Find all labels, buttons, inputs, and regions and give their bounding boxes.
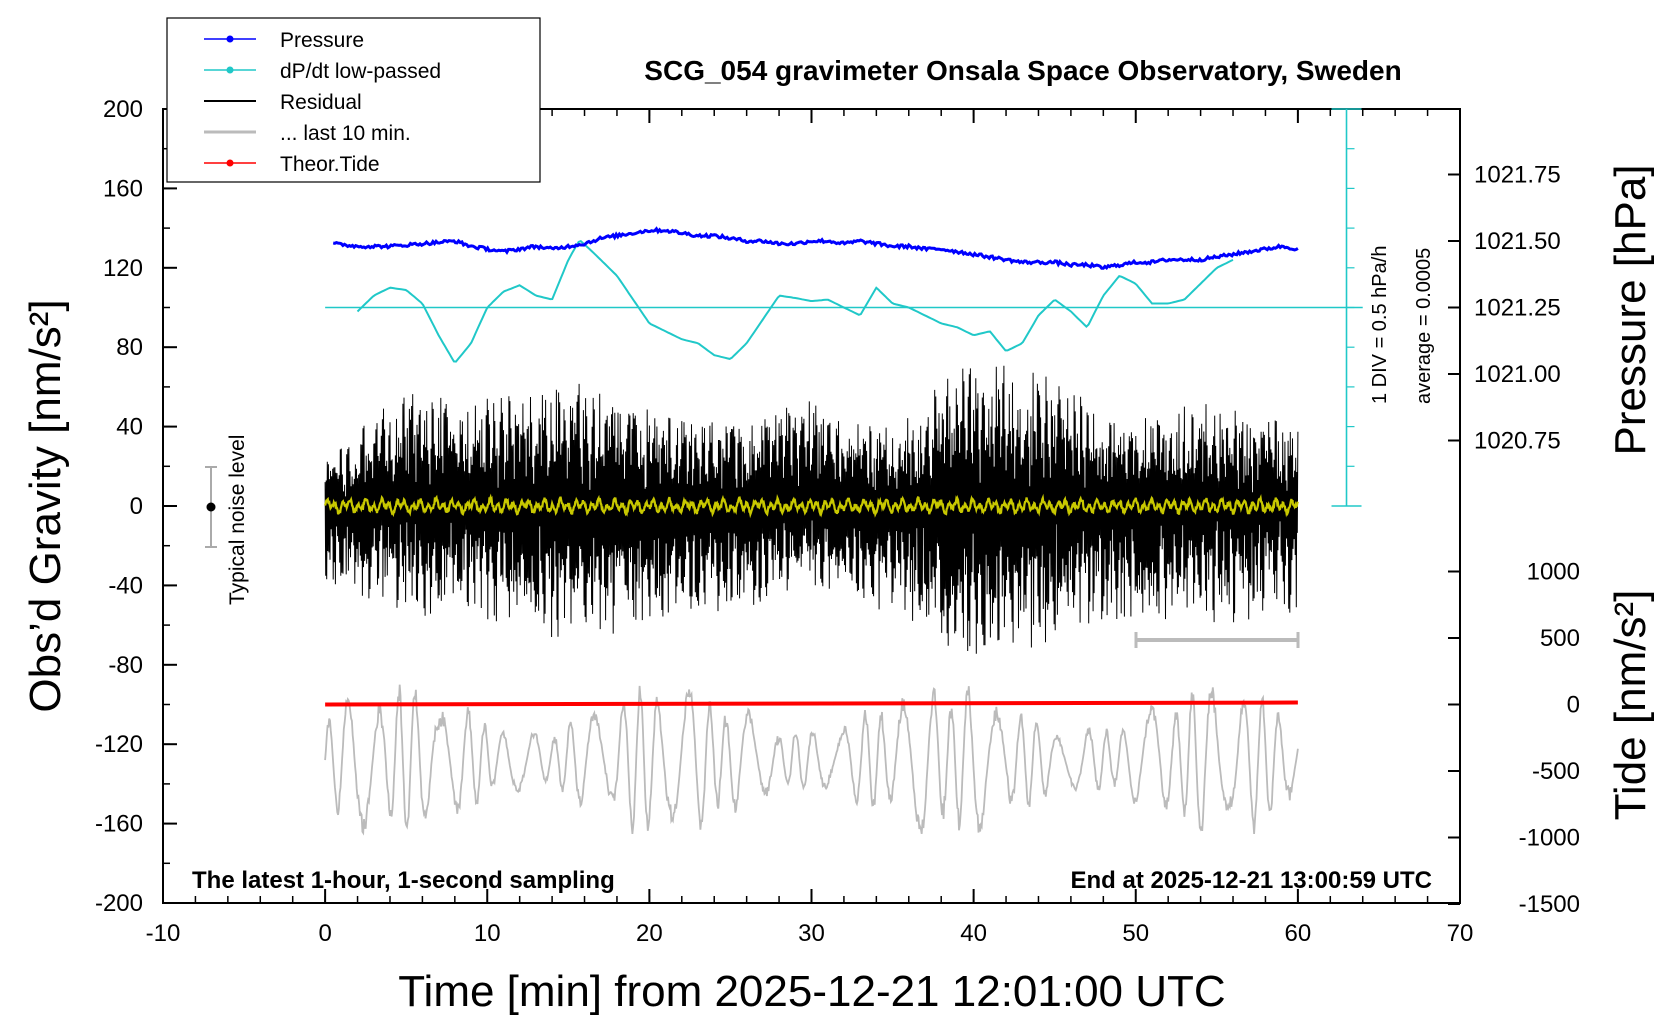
noise-level-label: Typical noise level	[226, 435, 249, 605]
y-tick-label: -80	[108, 652, 143, 679]
x-tick-label: -10	[146, 920, 181, 947]
svg-text:dP/dt low-passed: dP/dt low-passed	[280, 60, 441, 83]
last-10-min-series	[324, 684, 1299, 836]
y-tick-label: 80	[116, 334, 143, 361]
tide-line	[325, 700, 1298, 707]
y-tick-label: -200	[95, 890, 143, 917]
tide-tick-label: 500	[1540, 625, 1580, 652]
y-tick-label: 0	[130, 493, 143, 520]
x-tick-label: 60	[1285, 920, 1312, 947]
filtered-series	[324, 493, 1299, 519]
pressure-tick-label: 1021.75	[1474, 162, 1561, 189]
legend-item-tide: Theor.Tide	[204, 153, 380, 176]
tide-tick-label: 1000	[1527, 559, 1580, 586]
subtitle-left: The latest 1-hour, 1-second sampling	[192, 867, 615, 894]
last-10-min-line	[324, 684, 1299, 836]
x-tick-label: 0	[318, 920, 331, 947]
tide-tick-label: 0	[1567, 692, 1580, 719]
pressure-line	[332, 226, 1299, 270]
filtered-line	[324, 493, 1299, 519]
svg-text:... last 10 min.: ... last 10 min.	[280, 122, 411, 145]
pressure-series	[332, 226, 1299, 270]
dpdt-div-note: 1 DIV = 0.5 hPa/h	[1369, 246, 1391, 404]
legend-item-last10: ... last 10 min.	[204, 122, 411, 145]
x-tick-label: 20	[636, 920, 663, 947]
legend-item-pressure: Pressure	[204, 29, 364, 52]
legend-item-residual: Residual	[204, 91, 362, 114]
axis-ticks: -10 0 10 20 30 40 50 60 70 200 160 120 80 40 0 -40 -80 -1…	[95, 96, 1580, 947]
y-tick-label: -160	[95, 811, 143, 838]
dpdt-line	[356, 239, 1234, 363]
y-tick-label: -120	[95, 731, 143, 758]
y-axis-title-pressure: Pressure [hPa]	[1606, 164, 1655, 455]
dpdt-scale-axis	[325, 108, 1363, 507]
legend: Pressure dP/dt low-passed Residual ... l…	[166, 17, 541, 183]
x-tick-label: 40	[960, 920, 987, 947]
subtitle-right: End at 2025-12-21 13:00:59 UTC	[1071, 867, 1433, 894]
svg-text:Pressure: Pressure	[280, 29, 364, 52]
pressure-tick-label: 1021.25	[1474, 295, 1561, 322]
theoretical-tide-series	[325, 700, 1298, 707]
y-tick-label: 120	[103, 255, 143, 282]
x-axis-title: Time [min] from 2025-12-21 12:01:00 UTC	[398, 967, 1225, 1016]
y-axis-title-left: Obs’d Gravity [nm/s²]	[21, 299, 70, 712]
noise-level-marker	[205, 466, 217, 548]
dpdt-average-note: average = 0.0005	[1413, 248, 1435, 404]
y-tick-label: 160	[103, 175, 143, 202]
x-tick-label: 10	[474, 920, 501, 947]
y-tick-label: -40	[108, 572, 143, 599]
tide-tick-label: -500	[1532, 758, 1580, 785]
chart-title: SCG_054 gravimeter Onsala Space Observat…	[644, 55, 1401, 86]
y-axis-title-tide: Tide [nm/s²]	[1606, 590, 1655, 821]
legend-item-dpdt: dP/dt low-passed	[204, 60, 441, 83]
svg-text:Theor.Tide: Theor.Tide	[280, 153, 380, 176]
y-tick-label: 40	[116, 414, 143, 441]
svg-text:Residual: Residual	[280, 91, 362, 114]
x-tick-label: 70	[1447, 920, 1474, 947]
x-tick-label: 30	[798, 920, 825, 947]
pressure-tick-label: 1020.75	[1474, 427, 1561, 454]
tide-tick-label: -1500	[1519, 891, 1580, 918]
last-10-min-bar	[1134, 632, 1300, 648]
dpdt-series	[356, 239, 1234, 363]
y-tick-label: 200	[103, 96, 143, 123]
residual-line	[324, 365, 1299, 654]
residual-series	[324, 365, 1299, 654]
x-tick-label: 50	[1122, 920, 1149, 947]
tide-tick-label: -1000	[1519, 824, 1580, 851]
pressure-tick-label: 1021.50	[1474, 228, 1561, 255]
pressure-tick-label: 1021.00	[1474, 361, 1561, 388]
